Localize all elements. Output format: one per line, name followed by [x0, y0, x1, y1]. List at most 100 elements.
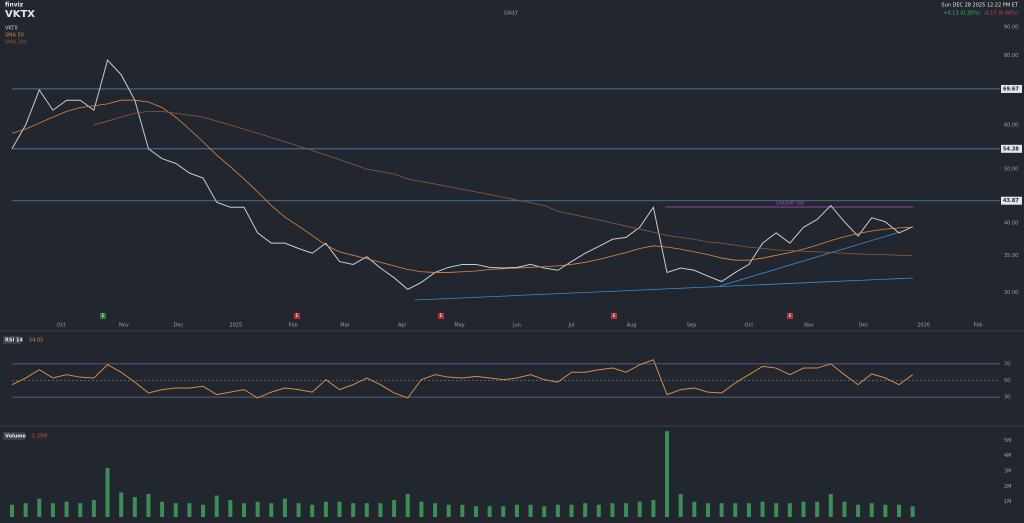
volume-bar [160, 501, 165, 517]
volume-bar [255, 501, 260, 517]
volume-bar [201, 504, 206, 517]
volume-bar [705, 503, 710, 517]
volume-bar [146, 494, 151, 517]
y-tick-label: 60.00 [1004, 123, 1018, 129]
volume-bar [514, 504, 519, 517]
volume-bar [801, 501, 806, 517]
level-tag [1001, 144, 1022, 153]
volume-bar [405, 494, 410, 517]
earnings-box [611, 313, 617, 319]
trendline [719, 231, 901, 287]
legend-entry: SMA 50 [5, 33, 24, 39]
y-tick-label: 70 [1004, 361, 1010, 367]
volume-bar [678, 494, 683, 517]
volume-bar [746, 503, 751, 517]
volume-bar [542, 506, 547, 517]
x-tick-label: Jun [512, 323, 521, 329]
volume-value: 1.35M [32, 434, 47, 440]
pane-tag [3, 432, 25, 440]
y-tick-label: 30.00 [1004, 290, 1018, 296]
volume-bar [228, 500, 233, 517]
volume-bar [460, 504, 465, 517]
volume-bar [787, 503, 792, 517]
volume-bar [596, 504, 601, 517]
x-tick-label: Jul [567, 323, 574, 329]
volume-bar [241, 503, 246, 517]
volume-bar [433, 503, 438, 517]
volume-bar [856, 504, 861, 517]
volume-bar [10, 504, 14, 517]
volume-bar [310, 504, 315, 517]
volume-bar [214, 495, 219, 517]
ticker: VKTX [5, 9, 35, 20]
volume-bar [282, 498, 287, 517]
x-tick-label: 2026 [917, 323, 930, 329]
volume-bar [569, 504, 574, 517]
volume-bar [364, 503, 369, 517]
volume-bar [774, 503, 779, 517]
volume-bar [501, 506, 506, 517]
volume-bar [665, 431, 670, 517]
volume-bar [337, 501, 342, 517]
x-tick-label: Nov [119, 323, 129, 329]
logo: finviz [5, 2, 24, 9]
volume-bar [733, 503, 738, 517]
y-tick-label: 30 [1004, 395, 1010, 401]
y-tick-label: 3M [1004, 469, 1012, 475]
y-tick-label: 5M [1004, 438, 1012, 444]
earnings-markers: E E E E E [100, 313, 793, 319]
volume-bar [637, 501, 642, 517]
volume-bar [91, 500, 96, 517]
y-tick-label: 40.00 [1004, 221, 1018, 227]
earnings-marker: E [440, 313, 443, 318]
legend-entry: VKTX [5, 26, 18, 32]
series-line [93, 110, 913, 256]
x-tick-label: Mar [340, 323, 350, 329]
volume-bar [173, 503, 178, 517]
y-tick-label: 80.00 [1004, 53, 1018, 59]
volume-bar [78, 503, 83, 517]
level-label: 54.38 [1003, 146, 1019, 152]
x-tick-label: 2025 [229, 323, 242, 329]
change-up: +0.13 (0.35%) [943, 11, 980, 17]
x-tick-label: Sep [687, 323, 696, 329]
x-tick-label: Oct [57, 323, 66, 329]
volume-bar [583, 503, 588, 517]
volume-bar [828, 494, 833, 517]
trendline [414, 277, 914, 301]
earnings-box [100, 313, 106, 319]
volume-bar [419, 501, 424, 517]
volume-bar [392, 500, 397, 517]
volume-bar [897, 504, 902, 517]
earnings-marker: E [296, 313, 299, 318]
rsi-title: RSI 14 [5, 338, 24, 344]
interval: DAILY [504, 11, 519, 17]
volume-bar [869, 503, 874, 517]
volume-bar [487, 506, 492, 517]
y-tick-label: 4M [1004, 453, 1012, 459]
earnings-marker: E [613, 313, 616, 318]
x-tick-label: Aug [627, 323, 637, 329]
volume-bar [528, 504, 533, 517]
level-tag [1001, 84, 1022, 93]
volume-bar [23, 503, 28, 517]
volume-bar [351, 503, 356, 517]
x-tick-label: Nov [804, 323, 814, 329]
volume-bar [323, 501, 328, 517]
x-tick-label: May [454, 323, 464, 329]
timestamp: Sun DEC 28 2025 12:22 PM ET [941, 3, 1019, 9]
volume-bar [651, 500, 656, 517]
volume-bar [692, 501, 697, 517]
earnings-box [787, 313, 793, 319]
y-tick-label: 90.00 [1004, 25, 1018, 31]
volume-bar [815, 501, 820, 517]
series-line [11, 59, 913, 290]
volume-bar [473, 506, 478, 517]
earnings-box [294, 313, 300, 319]
volume-bar [132, 497, 137, 517]
y-tick-label: 2M [1004, 484, 1012, 490]
level-label: 43.87 [1003, 198, 1019, 204]
volume-bar [296, 503, 301, 517]
volume-bar [37, 498, 42, 517]
volume-bar [446, 504, 451, 517]
